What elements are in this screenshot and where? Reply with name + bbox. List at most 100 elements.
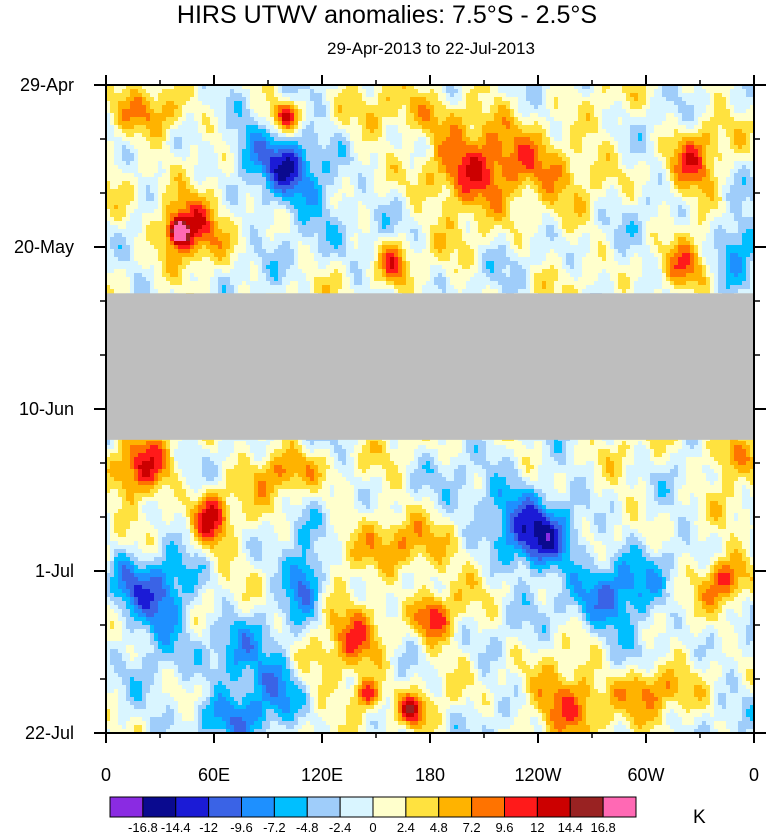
field-cell bbox=[378, 97, 382, 101]
field-cell bbox=[270, 85, 274, 89]
field-cell bbox=[162, 193, 166, 197]
field-cell bbox=[466, 177, 470, 181]
field-cell bbox=[254, 157, 258, 161]
field-cell bbox=[722, 89, 726, 93]
field-cell bbox=[206, 97, 210, 101]
field-cell bbox=[710, 137, 714, 141]
field-cell bbox=[626, 189, 630, 193]
field-cell bbox=[610, 169, 614, 173]
field-cell bbox=[654, 177, 658, 181]
field-cell bbox=[138, 113, 142, 117]
field-cell bbox=[266, 157, 270, 161]
field-cell bbox=[626, 129, 630, 133]
field-cell bbox=[718, 113, 722, 117]
field-cell bbox=[590, 165, 594, 169]
field-cell bbox=[246, 137, 250, 141]
field-cell bbox=[134, 101, 138, 105]
field-cell bbox=[302, 105, 306, 109]
field-cell bbox=[726, 129, 730, 133]
field-cell bbox=[374, 97, 378, 101]
field-cell bbox=[310, 145, 314, 149]
field-cell bbox=[434, 125, 438, 129]
field-cell bbox=[370, 165, 374, 169]
field-cell bbox=[530, 101, 534, 105]
field-cell bbox=[538, 197, 542, 201]
field-cell bbox=[174, 101, 178, 105]
field-cell bbox=[494, 137, 498, 141]
field-cell bbox=[290, 109, 294, 113]
field-cell bbox=[402, 85, 406, 89]
field-cell bbox=[238, 157, 242, 161]
field-cell bbox=[106, 169, 110, 173]
field-cell bbox=[626, 161, 630, 165]
field-cell bbox=[722, 105, 726, 109]
field-cell bbox=[354, 181, 358, 185]
field-cell bbox=[354, 201, 358, 205]
field-cell bbox=[186, 173, 190, 177]
field-cell bbox=[406, 173, 410, 177]
field-cell bbox=[274, 85, 278, 89]
field-cell bbox=[118, 137, 122, 141]
field-cell bbox=[470, 185, 474, 189]
field-cell bbox=[478, 185, 482, 189]
field-cell bbox=[610, 181, 614, 185]
field-cell bbox=[262, 121, 266, 125]
field-cell bbox=[594, 121, 598, 125]
field-cell bbox=[334, 113, 338, 117]
field-cell bbox=[462, 157, 466, 161]
field-cell bbox=[678, 149, 682, 153]
field-cell bbox=[654, 117, 658, 121]
field-cell bbox=[214, 185, 218, 189]
field-cell bbox=[430, 141, 434, 145]
field-cell bbox=[214, 173, 218, 177]
field-cell bbox=[342, 133, 346, 137]
field-cell bbox=[150, 93, 154, 97]
field-cell bbox=[690, 157, 694, 161]
field-cell bbox=[598, 197, 602, 201]
field-cell bbox=[606, 165, 610, 169]
field-cell bbox=[590, 85, 594, 89]
field-cell bbox=[118, 125, 122, 129]
field-cell bbox=[322, 201, 326, 205]
field-cell bbox=[570, 201, 574, 205]
field-cell bbox=[302, 137, 306, 141]
field-cell bbox=[610, 201, 614, 205]
field-cell bbox=[750, 133, 754, 137]
field-cell bbox=[110, 105, 114, 109]
field-cell bbox=[330, 129, 334, 133]
field-cell bbox=[466, 101, 470, 105]
field-cell bbox=[682, 201, 686, 205]
field-cell bbox=[710, 193, 714, 197]
field-cell bbox=[662, 193, 666, 197]
field-cell bbox=[398, 205, 402, 209]
field-cell bbox=[350, 161, 354, 165]
field-cell bbox=[406, 141, 410, 145]
field-cell bbox=[202, 137, 206, 141]
field-cell bbox=[510, 101, 514, 105]
field-cell bbox=[642, 93, 646, 97]
field-cell bbox=[558, 93, 562, 97]
field-cell bbox=[234, 169, 238, 173]
field-cell bbox=[654, 145, 658, 149]
field-cell bbox=[202, 97, 206, 101]
field-cell bbox=[394, 197, 398, 201]
field-cell bbox=[270, 109, 274, 113]
field-cell bbox=[706, 133, 710, 137]
field-cell bbox=[182, 105, 186, 109]
field-cell bbox=[502, 161, 506, 165]
field-cell bbox=[422, 93, 426, 97]
field-cell bbox=[610, 133, 614, 137]
field-cell bbox=[646, 165, 650, 169]
field-cell bbox=[458, 201, 462, 205]
field-cell bbox=[202, 197, 206, 201]
field-cell bbox=[270, 193, 274, 197]
field-cell bbox=[302, 109, 306, 113]
field-cell bbox=[470, 97, 474, 101]
field-cell bbox=[302, 85, 306, 89]
field-cell bbox=[110, 181, 114, 185]
field-cell bbox=[670, 89, 674, 93]
field-cell bbox=[506, 109, 510, 113]
field-cell bbox=[162, 165, 166, 169]
field-cell bbox=[342, 149, 346, 153]
field-cell bbox=[378, 125, 382, 129]
